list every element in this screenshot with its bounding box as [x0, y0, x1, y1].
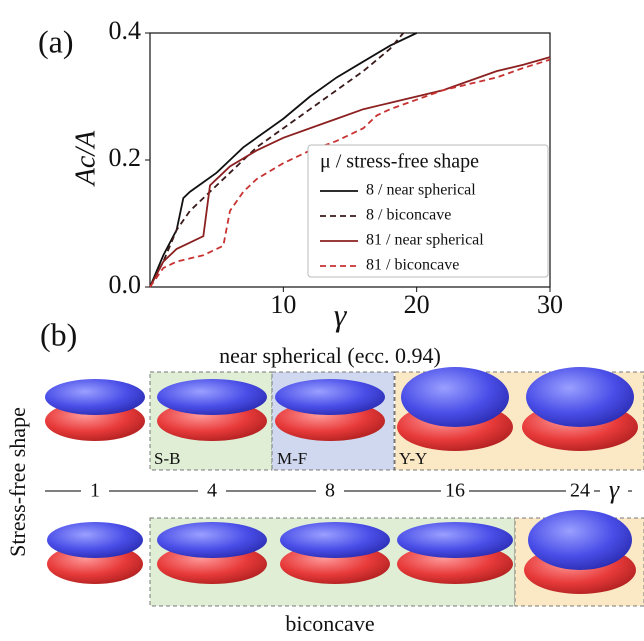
- x-tick-label: 20: [404, 290, 430, 319]
- legend-box: [307, 144, 549, 278]
- blue-cell: [45, 379, 145, 415]
- blue-cell: [157, 379, 267, 415]
- gamma-value: 8: [325, 480, 335, 502]
- gamma-value: 4: [207, 480, 217, 502]
- gamma-symbol: γ: [609, 475, 620, 504]
- gamma-bg: [566, 480, 594, 502]
- y-axis-label: Ac/A: [70, 130, 101, 187]
- series-line: [149, 32, 405, 288]
- gamma-bg: [198, 480, 226, 502]
- blue-cell: [397, 522, 513, 558]
- gamma-value: 16: [445, 480, 465, 502]
- legend-label: 81 / biconcave: [366, 257, 459, 274]
- series-line: [149, 32, 418, 288]
- blue-cell: [47, 522, 143, 558]
- gamma-bg: [316, 480, 344, 502]
- series-line: [149, 56, 551, 288]
- legend-label: 81 / near spherical: [366, 232, 484, 249]
- gamma-bg: [600, 478, 628, 504]
- gamma-ladder: 1 4 8 16 24 γ: [81, 475, 628, 504]
- y-tick-label: 0.2: [109, 143, 142, 172]
- blue-cell: [280, 522, 390, 558]
- gamma-bg: [81, 480, 109, 502]
- row-title: near spherical (ecc. 0.94): [219, 343, 441, 368]
- gamma-value: 24: [570, 480, 590, 502]
- legend-label: 8 / biconcave: [366, 207, 451, 224]
- gamma-bg: [441, 480, 469, 502]
- row-title: biconcave: [285, 611, 374, 636]
- row-label: Stress-free shape: [5, 407, 30, 557]
- legend-label: 8 / near spherical: [366, 182, 476, 199]
- regime-label: M-F: [277, 449, 307, 468]
- legend-title: μ / stress-free shape: [320, 151, 479, 173]
- x-axis-label: γ: [334, 296, 348, 332]
- gamma-value: 1: [90, 480, 100, 502]
- x-tick-label: 30: [537, 290, 563, 319]
- blue-cell: [157, 522, 267, 558]
- y-tick-label: 0.4: [109, 16, 142, 45]
- blue-cell: [526, 367, 634, 427]
- blue-cell: [401, 367, 509, 427]
- panel-label: (a): [38, 23, 74, 59]
- blue-cell: [528, 510, 632, 570]
- regime-label: S-B: [154, 449, 180, 468]
- y-tick-label: 0.0: [109, 270, 142, 299]
- blue-cell: [275, 379, 385, 415]
- panel-label: (b): [40, 316, 77, 352]
- cells: [45, 367, 638, 594]
- x-tick-label: 10: [270, 290, 296, 319]
- regime-label: Y-Y: [399, 449, 427, 468]
- series-line: [149, 58, 551, 288]
- chart: 0.0 0.2 0.4 10 20 30 γ Ac/A μ / stress-free shap…: [70, 16, 563, 332]
